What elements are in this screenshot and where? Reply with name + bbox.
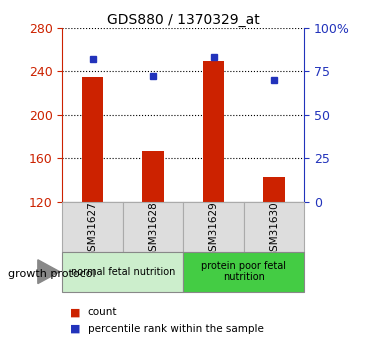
Polygon shape <box>38 260 60 284</box>
Text: count: count <box>88 307 117 317</box>
Text: GSM31628: GSM31628 <box>148 201 158 258</box>
Title: GDS880 / 1370329_at: GDS880 / 1370329_at <box>107 12 260 27</box>
Bar <box>263 177 285 202</box>
Bar <box>123 202 183 252</box>
Text: percentile rank within the sample: percentile rank within the sample <box>88 324 264 334</box>
Text: growth protocol: growth protocol <box>8 269 96 279</box>
Text: normal fetal nutrition: normal fetal nutrition <box>71 267 175 277</box>
Text: GSM31629: GSM31629 <box>209 201 218 258</box>
Bar <box>62 202 123 252</box>
Text: ■: ■ <box>70 307 81 317</box>
Bar <box>62 252 183 292</box>
Text: GSM31627: GSM31627 <box>88 201 98 258</box>
Bar <box>203 61 224 202</box>
Bar <box>183 252 304 292</box>
Text: protein poor fetal
nutrition: protein poor fetal nutrition <box>201 261 286 283</box>
Bar <box>142 151 164 202</box>
Bar <box>244 202 304 252</box>
Bar <box>82 77 103 202</box>
Bar <box>183 202 244 252</box>
Text: GSM31630: GSM31630 <box>269 201 279 258</box>
Text: ■: ■ <box>70 324 81 334</box>
